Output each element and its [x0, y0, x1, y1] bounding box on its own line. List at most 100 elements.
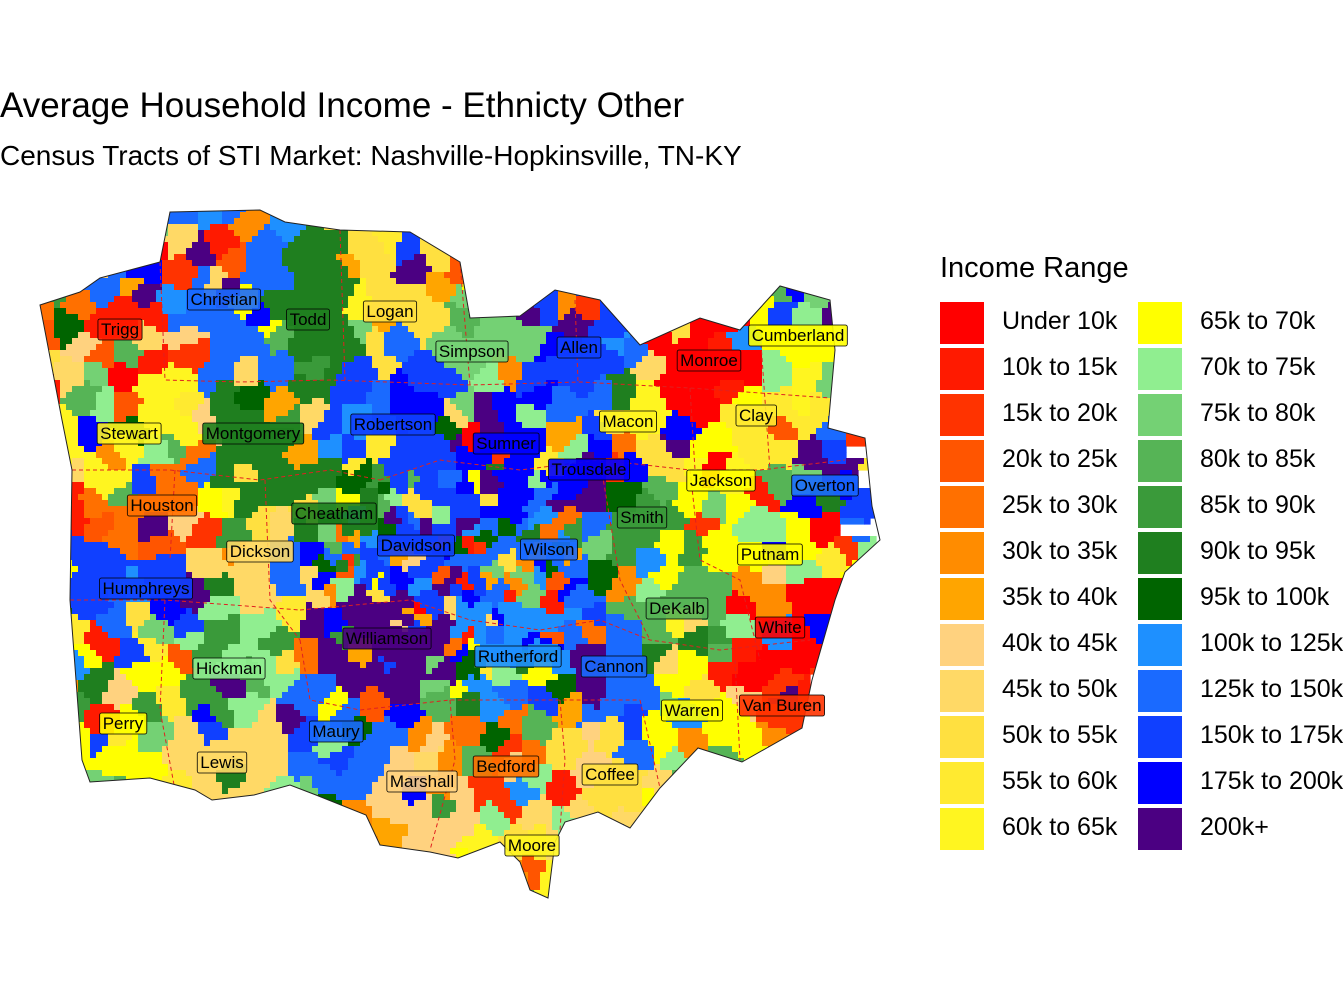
census-tract	[720, 398, 733, 405]
census-tract	[390, 848, 403, 855]
census-tract	[552, 392, 577, 399]
census-tract	[528, 500, 547, 507]
census-tract	[288, 758, 319, 765]
county-name: Rutherford	[478, 647, 558, 666]
census-tract	[40, 266, 79, 273]
census-tract	[840, 866, 871, 873]
census-tract	[198, 380, 217, 387]
census-tract	[72, 758, 163, 765]
census-tract	[252, 872, 271, 879]
census-tract	[174, 632, 187, 639]
census-tract	[108, 224, 139, 231]
census-tract	[708, 494, 727, 501]
census-tract	[300, 710, 319, 717]
census-tract	[558, 284, 571, 291]
census-tract	[384, 662, 397, 669]
census-tract	[90, 290, 121, 297]
census-tract	[720, 404, 739, 411]
census-tract	[816, 224, 859, 231]
census-tract	[624, 476, 649, 483]
census-tract	[852, 494, 880, 501]
census-tract	[498, 374, 523, 381]
census-tract	[42, 602, 67, 609]
census-tract	[792, 458, 829, 465]
census-tract	[426, 656, 445, 663]
census-tract	[336, 770, 343, 777]
census-tract	[300, 632, 325, 639]
census-tract	[138, 530, 169, 537]
census-tract	[330, 392, 367, 399]
census-tract	[366, 794, 403, 801]
census-tract	[444, 656, 451, 663]
census-tract	[468, 872, 481, 879]
census-tract	[852, 662, 865, 669]
legend-label: 85k to 90k	[1200, 491, 1316, 519]
census-tract	[366, 866, 463, 873]
legend-label: 10k to 15k	[1002, 353, 1118, 381]
census-tract	[432, 224, 445, 231]
census-tract	[786, 536, 811, 543]
census-tract	[732, 344, 763, 351]
census-tract	[504, 812, 523, 819]
census-tract	[366, 572, 379, 579]
census-tract	[276, 614, 307, 621]
census-tract	[546, 428, 583, 435]
census-tract	[846, 782, 880, 789]
census-tract	[480, 704, 511, 711]
census-tract	[192, 830, 235, 837]
census-tract	[630, 860, 679, 867]
census-tract	[162, 368, 193, 375]
census-tract	[114, 362, 127, 369]
census-tract	[60, 812, 85, 819]
county-border	[299, 639, 640, 711]
census-tract	[486, 230, 523, 237]
census-tract	[702, 722, 757, 729]
census-tract	[678, 842, 709, 849]
census-tract	[438, 392, 457, 399]
census-tract	[300, 620, 325, 627]
census-tract	[612, 812, 643, 819]
census-tract	[198, 218, 223, 225]
census-tract	[204, 362, 235, 369]
census-tract	[66, 290, 91, 297]
census-tract	[84, 356, 115, 363]
census-tract	[108, 686, 139, 693]
census-tract	[564, 644, 577, 651]
census-tract	[84, 278, 121, 285]
census-tract	[204, 284, 223, 291]
census-tract	[288, 746, 313, 753]
census-tract	[678, 578, 733, 585]
census-tract	[228, 224, 265, 231]
census-tract	[40, 638, 55, 645]
census-tract	[444, 722, 487, 729]
census-tract	[354, 542, 361, 549]
census-tract	[390, 488, 397, 495]
census-tract	[126, 362, 139, 369]
county-label-box	[556, 336, 602, 359]
census-tract	[40, 524, 67, 531]
legend-label: 70k to 75k	[1200, 353, 1316, 381]
census-tract	[234, 368, 259, 375]
census-tract	[288, 458, 319, 465]
census-tract	[40, 578, 67, 585]
census-tract	[810, 404, 859, 411]
census-tract	[480, 518, 499, 525]
census-tract	[276, 668, 295, 675]
census-tract	[450, 200, 469, 207]
census-tract	[204, 512, 211, 519]
census-tract	[678, 782, 685, 789]
census-tract	[144, 446, 169, 453]
census-tract	[870, 254, 880, 261]
census-tract	[774, 824, 787, 831]
census-tract	[330, 362, 343, 369]
map-subtitle: Census Tracts of STI Market: Nashville-H…	[0, 140, 742, 171]
census-tract	[54, 854, 67, 861]
census-tract	[840, 494, 853, 501]
census-tract	[414, 608, 427, 615]
census-tract	[708, 632, 727, 639]
census-tract	[84, 524, 115, 531]
census-tract	[294, 278, 361, 285]
census-tract	[504, 596, 517, 603]
census-tract	[750, 464, 769, 471]
census-tract	[642, 284, 667, 291]
